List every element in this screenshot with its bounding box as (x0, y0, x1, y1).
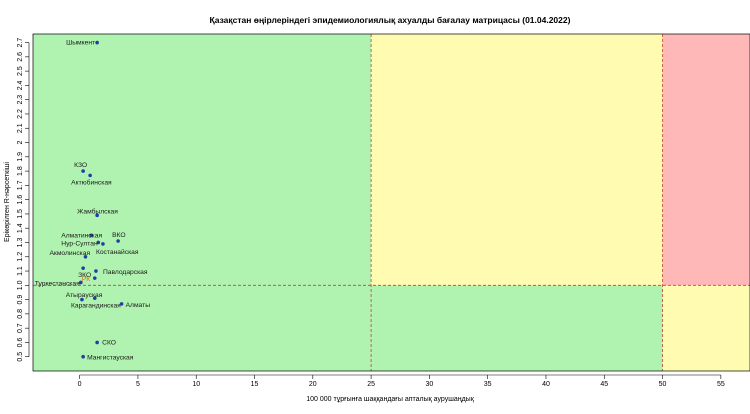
data-point-label: Павлодарская (103, 269, 148, 276)
x-tick-label: 30 (425, 381, 433, 388)
x-tick-label: 40 (542, 381, 550, 388)
data-point (101, 242, 105, 246)
data-point (81, 354, 85, 359)
zone-green-lower (33, 285, 663, 371)
data-point-label: ЗКО (78, 272, 91, 279)
y-tick-label: 1.8 (17, 166, 24, 176)
y-tick-label: 2.4 (17, 80, 24, 90)
data-point (94, 269, 98, 273)
data-point-label: КЗО (74, 162, 87, 169)
y-tick-label: 1.9 (17, 152, 24, 162)
data-point (81, 266, 85, 270)
data-point (92, 296, 97, 300)
data-point-label: Костанайская (96, 248, 139, 256)
y-tick-label: 0.6 (17, 337, 24, 347)
y-tick-label: 2.3 (17, 95, 24, 105)
data-point-label: Алматинская (61, 232, 102, 239)
x-tick-label: 5 (136, 381, 140, 388)
y-axis: 0.5 0.6 0.7 0.8 0.9 1.0 1.1 1.2 1.3 1.4 1.5 1.6 1.7 1… (17, 38, 30, 362)
data-point-label: ВКО (112, 232, 125, 239)
y-tick-label: 1.2 (17, 252, 24, 262)
data-point (81, 169, 85, 173)
data-points: Шымкент КЗО Актюбинская Жамбылская Алматинск… (35, 40, 150, 362)
y-axis-label: Ерікөрілген R-нәрсеткіші (3, 162, 11, 242)
data-point (96, 240, 101, 245)
zone-yellow-lower (662, 285, 750, 371)
y-tick-label: 1.3 (17, 238, 24, 248)
x-tick-label: 25 (367, 381, 375, 388)
y-tick-label: 2.7 (17, 38, 24, 48)
x-tick-label: 35 (484, 381, 492, 388)
data-point (88, 173, 92, 178)
data-point-label: Нур-Султан (61, 240, 98, 247)
zone-yellow-upper (371, 34, 663, 286)
x-tick-label: 55 (717, 381, 725, 388)
zone-green-upper (33, 34, 372, 286)
x-tick-label: 0 (78, 381, 82, 388)
y-tick-label: 1.5 (17, 209, 24, 219)
data-point (92, 276, 97, 280)
data-point-label: Акмолинская (49, 250, 90, 257)
y-tick-label: 0.7 (17, 323, 24, 333)
data-point (79, 280, 83, 285)
y-tick-label: 0.9 (17, 295, 24, 305)
data-point-label: Алматы (126, 302, 151, 309)
y-tick-label: 2.6 (17, 52, 24, 62)
x-tick-label: 20 (309, 381, 317, 388)
y-tick-label: 2.5 (17, 66, 24, 76)
y-tick-label: 1.0 (17, 280, 24, 290)
data-point (95, 40, 99, 45)
data-point (89, 233, 94, 238)
y-tick-label: 1.4 (17, 223, 24, 233)
y-tick-label: 1.6 (17, 195, 24, 205)
chart-title: Қазақстан өңірлеріндегі эпидемиологиялық… (210, 15, 571, 25)
threshold-lines (33, 34, 750, 371)
y-tick-label: 2.1 (17, 123, 24, 133)
data-point (80, 297, 84, 302)
data-point-label: Жамбылская (77, 207, 118, 215)
x-tick-label: 50 (659, 381, 667, 388)
data-point (95, 213, 99, 218)
data-point-label: Шымкент (66, 40, 95, 47)
y-tick-label: 2.2 (17, 109, 24, 119)
y-tick-label: 1.7 (17, 180, 24, 190)
y-tick-label: 0.5 (17, 352, 24, 362)
x-tick-label: 15 (251, 381, 259, 388)
data-point (116, 239, 120, 243)
data-point-label: Туркестанская (35, 280, 80, 287)
data-point-label: РК (82, 276, 90, 283)
zone-red (662, 34, 750, 286)
y-tick-label: 2 (17, 140, 24, 144)
x-tick-label: 10 (192, 381, 200, 388)
risk-zones (33, 34, 750, 371)
data-point-label: Мангистауская (87, 355, 134, 362)
x-axis-label: 100 000 тұрғынға шаққандағы апталық ауру… (306, 396, 474, 403)
data-point-label: Атырауская (66, 292, 103, 299)
data-point-label: СКО (102, 339, 116, 346)
data-point (83, 254, 88, 259)
plot-frame (32, 33, 750, 372)
data-point (95, 340, 99, 345)
y-tick-label: 0.8 (17, 309, 24, 319)
data-point (119, 302, 124, 306)
y-tick-label: 1.1 (17, 266, 24, 276)
data-point-label: Актюбинская (71, 178, 112, 186)
x-axis: 0 5 10 15 20 25 30 35 40 45 50 55 (78, 374, 725, 388)
data-point-label: Карагандинская (71, 303, 121, 310)
x-tick-label: 45 (600, 381, 608, 388)
